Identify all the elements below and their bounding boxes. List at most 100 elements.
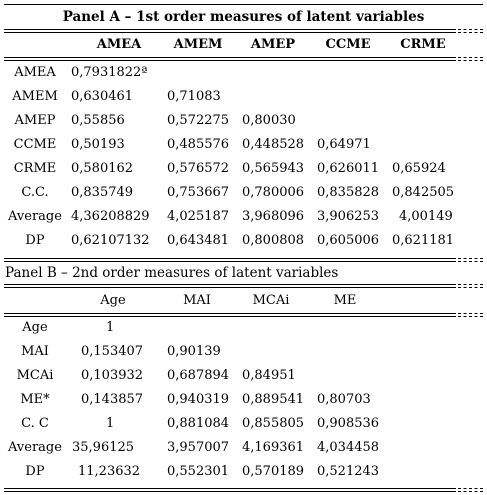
table-row: C.C. 0,835749 0,753667 0,780006 0,835828… <box>0 185 487 209</box>
panel-b-title: Panel B – 2nd order measures of latent v… <box>5 265 339 281</box>
row-label: Average <box>8 209 62 224</box>
rule <box>4 258 456 259</box>
top-rule <box>4 4 483 5</box>
table-row: C. C 1 0,881084 0,855805 0,908536 <box>0 416 487 440</box>
table-cell: 0,103932 <box>81 368 144 383</box>
column-header: AMEM <box>173 37 223 52</box>
table-cell: 0,521243 <box>317 464 380 479</box>
table-cell: 0,570189 <box>242 464 305 479</box>
rule <box>4 32 456 33</box>
table-cell: 0,84951 <box>242 368 296 383</box>
table-cell: 3,906253 <box>317 209 380 224</box>
rule <box>4 287 456 288</box>
table-row: DP 11,23632 0,552301 0,570189 0,521243 <box>0 464 487 488</box>
column-header: CRME <box>400 37 446 52</box>
table-cell: 0,565943 <box>242 161 305 176</box>
rule <box>4 57 456 58</box>
rule <box>4 261 456 262</box>
table-cell: 4,00149 <box>399 209 453 224</box>
row-label: C. C <box>21 416 49 431</box>
rule-dashed <box>458 316 483 317</box>
table-row: DP 0,62107132 0,643481 0,800808 0,605006… <box>0 233 487 257</box>
rule-dashed <box>458 261 483 262</box>
table-cell: 0,71083 <box>167 89 221 104</box>
row-label: Age <box>22 320 48 335</box>
table-cell: 3,968096 <box>242 209 305 224</box>
table-cell: 0,143857 <box>81 392 144 407</box>
table-row: Age 1 <box>0 320 487 344</box>
table-row: Average 4,36208829 4,025187 3,968096 3,9… <box>0 209 487 233</box>
table-cell: 0,572275 <box>167 113 230 128</box>
rule-dashed <box>458 57 483 58</box>
column-header: MCAi <box>252 293 290 308</box>
table-cell: 0,62107132 <box>71 233 150 248</box>
rule <box>4 316 456 317</box>
table-cell: 0,65924 <box>392 161 446 176</box>
table-cell: 0,800808 <box>242 233 305 248</box>
column-header: AMEP <box>250 37 296 52</box>
table-cell: 0,580162 <box>71 161 134 176</box>
rule <box>4 313 456 314</box>
table-cell: 0,7931822ª <box>71 65 148 80</box>
panel-b-header-row: Age MAI MCAi ME <box>0 293 487 317</box>
row-label: MAI <box>21 344 49 359</box>
table-cell: 0,626011 <box>317 161 380 176</box>
table-row: ME* 0,143857 0,940319 0,889541 0,80703 <box>0 392 487 416</box>
rule-dashed <box>458 60 483 61</box>
rule <box>4 491 456 492</box>
rule-dashed <box>458 284 483 285</box>
table-cell: 1 <box>106 416 115 431</box>
table-cell: 11,23632 <box>78 464 141 479</box>
table-cell: 35,96125 <box>72 440 135 455</box>
table-cell: 4,025187 <box>167 209 230 224</box>
column-header: ME <box>333 293 357 308</box>
rule-dashed <box>458 491 483 492</box>
table-row: AMEA 0,7931822ª <box>0 65 487 89</box>
table-row: MCAi 0,103932 0,687894 0,84951 <box>0 368 487 392</box>
rule-dashed <box>458 29 483 30</box>
table-cell: 0,552301 <box>167 464 230 479</box>
row-label: AMEA <box>14 65 56 80</box>
table-cell: 0,153407 <box>81 344 144 359</box>
table-cell: 4,034458 <box>317 440 380 455</box>
rule-dashed <box>458 488 483 489</box>
table-cell: 0,855805 <box>242 416 305 431</box>
table-cell: 3,957007 <box>167 440 230 455</box>
row-label: DP <box>25 464 45 479</box>
table-cell: 0,621181 <box>392 233 455 248</box>
row-label: ME* <box>20 392 50 407</box>
rule <box>4 488 456 489</box>
table-cell: 0,64971 <box>317 137 371 152</box>
panel-a-title: Panel A – 1st order measures of latent v… <box>62 9 425 25</box>
rule-dashed <box>458 287 483 288</box>
row-label: AMEM <box>12 89 58 104</box>
table-cell: 0,630461 <box>71 89 134 104</box>
table-cell: 0,753667 <box>167 185 230 200</box>
column-header: CCME <box>325 37 371 52</box>
rule-dashed <box>458 32 483 33</box>
table-cell: 0,835749 <box>71 185 134 200</box>
table-row: AMEM 0,630461 0,71083 <box>0 89 487 113</box>
table-row: AMEP 0,55856 0,572275 0,80030 <box>0 113 487 137</box>
table-cell: 0,643481 <box>167 233 230 248</box>
rule <box>4 284 456 285</box>
table-cell: 1 <box>106 320 115 335</box>
row-label: CRME <box>13 161 57 176</box>
table-cell: 0,687894 <box>167 368 230 383</box>
rule-dashed <box>458 258 483 259</box>
table-cell: 0,576572 <box>167 161 230 176</box>
column-header: Age <box>100 293 126 308</box>
table-cell: 0,780006 <box>242 185 305 200</box>
table-cell: 0,50193 <box>71 137 125 152</box>
table-row: MAI 0,153407 0,90139 <box>0 344 487 368</box>
table-cell: 4,36208829 <box>71 209 150 224</box>
row-label: AMEP <box>14 113 56 128</box>
table-row: CCME 0,50193 0,485576 0,448528 0,64971 <box>0 137 487 161</box>
table-cell: 0,90139 <box>167 344 221 359</box>
table-cell: 0,889541 <box>242 392 305 407</box>
row-label: DP <box>25 233 45 248</box>
table-row: Average 35,96125 3,957007 4,169361 4,034… <box>0 440 487 464</box>
rule <box>4 60 456 61</box>
row-label: MCAi <box>16 368 54 383</box>
